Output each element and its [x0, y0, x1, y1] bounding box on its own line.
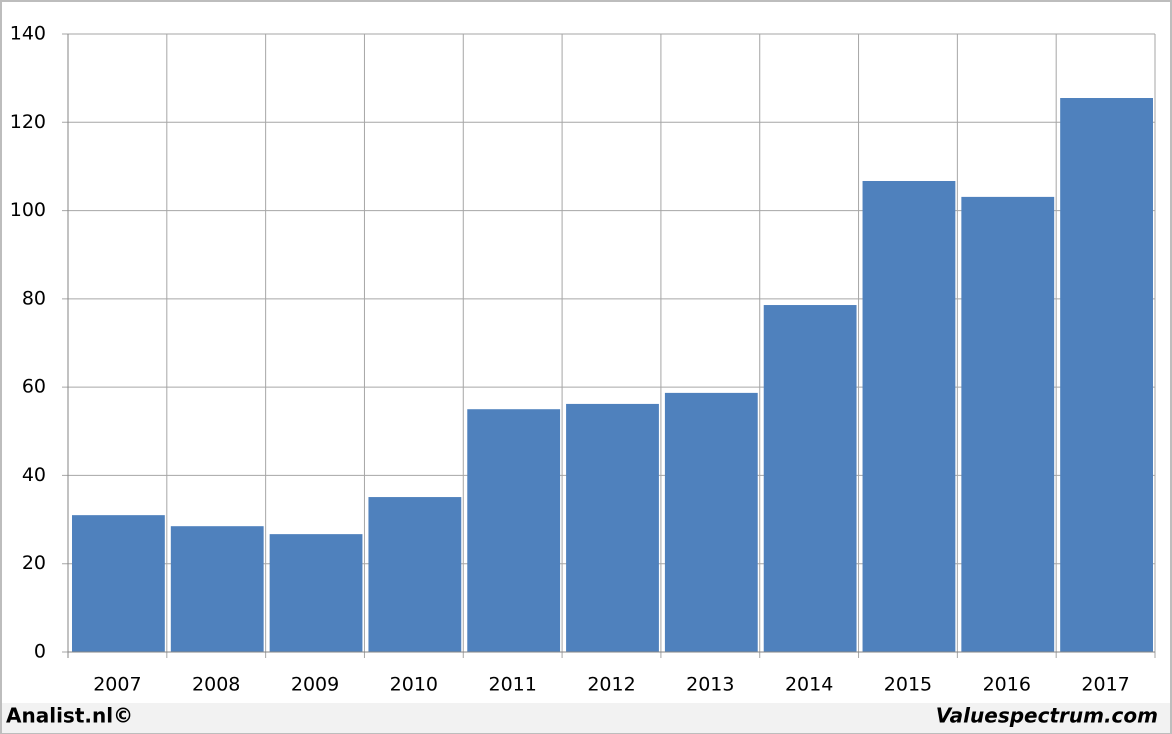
- x-tick-label: 2012: [587, 674, 635, 696]
- x-tick-label: 2010: [390, 674, 438, 696]
- bar: [269, 534, 363, 652]
- bar: [467, 409, 561, 652]
- x-tick-label: 2017: [1081, 674, 1129, 696]
- y-tick-label: 80: [22, 287, 46, 309]
- y-tick-label: 120: [10, 111, 46, 133]
- y-tick-label: 0: [34, 641, 46, 663]
- y-tick-label: 40: [22, 464, 46, 486]
- bar: [566, 403, 659, 652]
- footer-left: Analist.nl©: [6, 704, 133, 728]
- x-tick-label: 2009: [291, 674, 339, 696]
- bar: [368, 497, 462, 652]
- x-tick-label: 2013: [686, 674, 734, 696]
- x-tick-label: 2008: [192, 674, 240, 696]
- bar: [72, 515, 165, 652]
- bar: [664, 392, 758, 652]
- x-tick-label: 2014: [785, 674, 833, 696]
- y-tick-label: 100: [10, 199, 46, 221]
- bar: [862, 180, 956, 652]
- x-tick-label: 2011: [489, 674, 537, 696]
- x-tick-label: 2007: [93, 674, 141, 696]
- bar: [763, 305, 857, 652]
- y-tick-label: 60: [22, 376, 46, 398]
- footer-band: [2, 703, 1170, 733]
- footer-right: Valuespectrum.com: [936, 704, 1158, 728]
- bar: [1060, 98, 1153, 652]
- y-tick-label: 140: [10, 23, 46, 45]
- bar: [961, 196, 1055, 652]
- y-tick-label: 20: [22, 552, 46, 574]
- bar: [170, 526, 264, 652]
- x-tick-label: 2015: [884, 674, 932, 696]
- x-tick-label: 2016: [983, 674, 1031, 696]
